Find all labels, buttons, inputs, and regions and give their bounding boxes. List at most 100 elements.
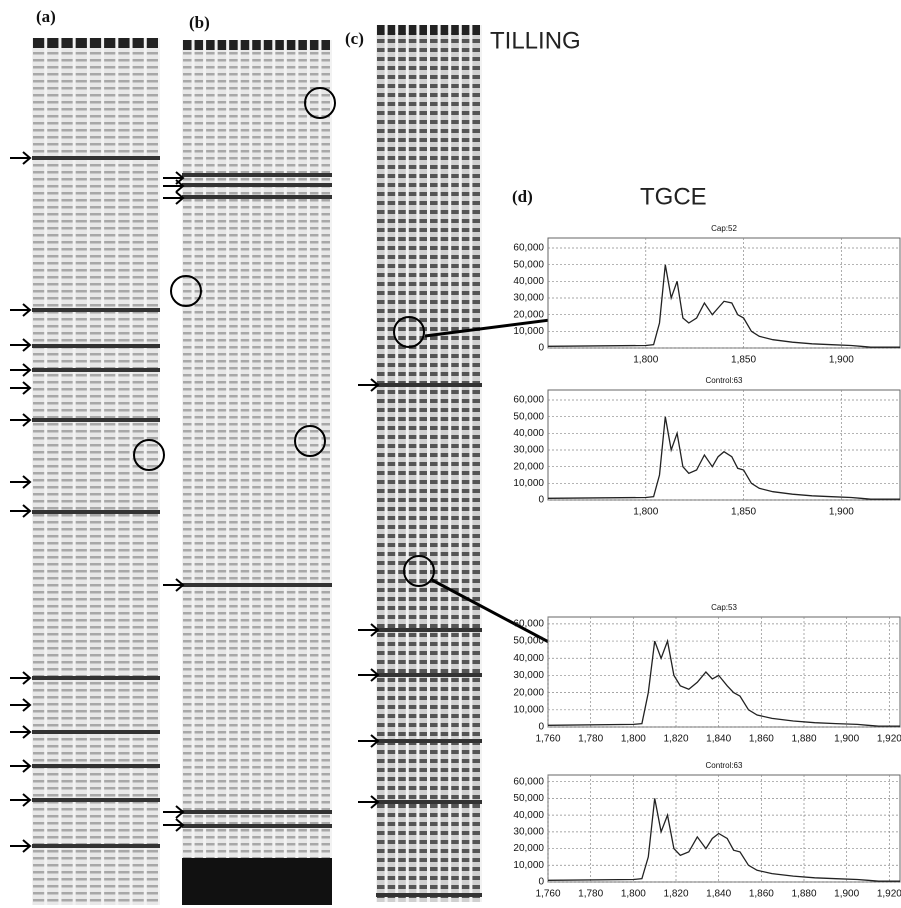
gel-well [398,25,406,35]
band-arrow [358,796,378,808]
panel-label: (d) [512,187,533,206]
heading: TGCE [640,183,707,210]
gel-well [287,40,296,50]
gel-well [61,38,72,48]
band-arrow [10,794,30,806]
gel-band [376,893,482,897]
x-tick-label: 1,880 [791,889,816,900]
gel-band [32,418,160,422]
gel-lane [472,33,480,902]
band-arrow [163,806,183,818]
band-arrow [10,726,30,738]
y-tick-label: 30,000 [513,293,544,304]
gel-band [32,510,160,514]
chart: Control:63010,00020,00030,00040,00050,00… [513,376,900,518]
y-tick-label: 30,000 [513,445,544,456]
x-tick-label: 1,800 [621,734,646,745]
band-arrow [10,760,30,772]
gel-band [182,824,332,828]
band-arrow [10,840,30,852]
band-arrow [358,624,378,636]
band-arrow [358,735,378,747]
chart-title: Cap:53 [711,603,737,612]
gel-band [32,676,160,680]
gel-well [147,38,158,48]
gel-well [441,25,449,35]
x-tick-label: 1,860 [749,734,774,745]
y-tick-label: 20,000 [513,843,544,854]
y-tick-label: 10,000 [513,704,544,715]
chart-title: Cap:52 [711,224,737,233]
y-tick-label: 60,000 [513,395,544,406]
gel-well [451,25,459,35]
y-tick-label: 30,000 [513,826,544,837]
y-tick-label: 50,000 [513,259,544,270]
gel-band [32,844,160,848]
chart: Cap:52010,00020,00030,00040,00050,00060,… [513,224,900,366]
x-tick-label: 1,900 [829,355,854,366]
y-tick-label: 10,000 [513,326,544,337]
x-tick-label: 1,780 [578,734,603,745]
band-arrow [10,364,30,376]
gel-band [182,183,332,187]
gel-well [183,40,192,50]
gel-band [376,673,482,677]
x-tick-label: 1,840 [706,734,731,745]
gel-lane [441,33,449,902]
gel-well [310,40,319,50]
gel-well [229,40,238,50]
gel-lane [377,33,385,902]
gel-lane [147,46,158,905]
band-arrow [10,699,30,711]
gel-well [90,38,101,48]
gel-lane [90,46,101,905]
x-tick-label: 1,850 [731,507,756,518]
gel-band [182,810,332,814]
gel-lane [398,33,406,902]
chart: Control:63 0 10,000 20,000 30,000 40,000 50,00… [513,761,901,900]
gel-well [377,25,385,35]
x-tick-label: 1,880 [791,734,816,745]
gel-well [195,40,204,50]
gel-well [218,40,227,50]
band-arrow [358,379,378,391]
y-tick-label: 40,000 [513,810,544,821]
y-tick-label: 0 [538,877,544,888]
band-arrow [358,669,378,681]
y-tick-label: 20,000 [513,309,544,320]
gel-well [206,40,215,50]
gel-band [32,156,160,160]
heading: TILLING [490,27,581,54]
x-tick-label: 1,820 [663,889,688,900]
gel-well [275,40,284,50]
band-arrow [10,414,30,426]
gel-band [376,628,482,632]
y-tick-label: 50,000 [513,793,544,804]
gel-band [182,173,332,177]
gel-well [118,38,129,48]
gel-band [32,798,160,802]
plot-area [548,775,900,882]
band-arrow [10,152,30,164]
y-tick-label: 20,000 [513,687,544,698]
gel-well [419,25,427,35]
x-tick-label: 1,760 [535,734,560,745]
gel-band [376,383,482,387]
gel-lane [430,33,438,902]
y-tick-label: 50,000 [513,636,544,647]
gel-well [264,40,273,50]
y-tick-label: 60,000 [513,776,544,787]
gel-lane [462,33,470,902]
band-arrow [10,304,30,316]
gel-well [33,38,44,48]
gel-well [472,25,480,35]
y-tick-label: 40,000 [513,653,544,664]
y-tick-label: 10,000 [513,860,544,871]
band-arrow [163,819,183,831]
gel-well [388,25,396,35]
chart-title: Control:63 [706,376,743,385]
x-tick-label: 1,920 [877,889,901,900]
chart-title: Control:63 [706,761,743,770]
y-tick-label: 0 [538,722,544,733]
panel-label: (b) [189,13,210,32]
